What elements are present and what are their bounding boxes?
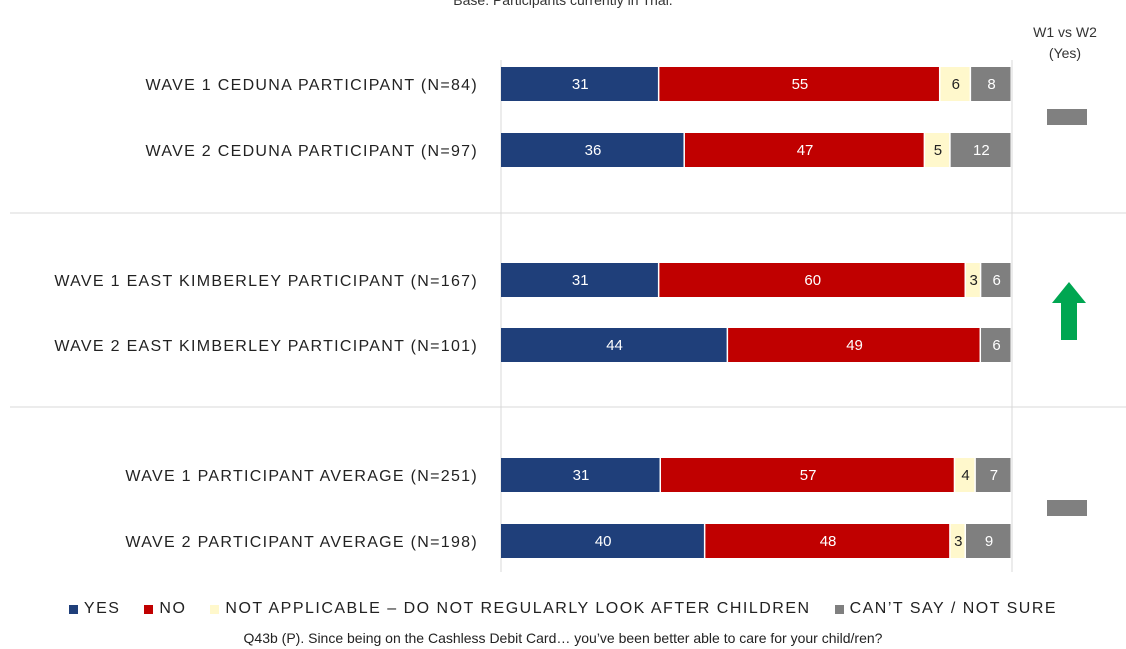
bar-segment-not-applicable (950, 524, 965, 558)
bar-value-label-yes: 31 (572, 76, 589, 93)
bar-value-label-cant-say: 7 (990, 467, 998, 484)
grey-dash-icon (1047, 109, 1087, 125)
bar-segment-no (659, 263, 965, 297)
green-up-arrow-icon (1052, 282, 1086, 340)
legend-swatch-yes (68, 604, 78, 614)
bar-segment-cant-say (966, 524, 1011, 558)
chart-subtitle: Base: Participants currently in Trial. (453, 0, 673, 8)
bar-segment-no (705, 524, 950, 558)
question-text: Q43b (P). Since being on the Cashless De… (243, 630, 883, 646)
bar-value-label-not-applicable: 3 (954, 533, 962, 550)
bar-value-label-cant-say: 9 (985, 533, 993, 550)
bar-value-label-cant-say: 6 (992, 337, 1000, 354)
bar-segment-yes (501, 67, 658, 101)
bar-value-label-yes: 40 (595, 533, 612, 550)
chart-legend: YES NO NOT APPLICABLE – DO NOT REGULARLY… (0, 600, 1126, 618)
legend-label-cant-say: CAN’T SAY / NOT SURE (849, 600, 1058, 617)
bar-value-label-not-applicable: 3 (970, 272, 978, 289)
legend-label-not-applicable: NOT APPLICABLE – DO NOT REGULARLY LOOK A… (225, 600, 811, 617)
bar-value-label-yes: 31 (573, 467, 590, 484)
bar-value-label-yes: 36 (585, 142, 602, 159)
bar-value-label-cant-say: 8 (987, 76, 995, 93)
bar-segment-cant-say (975, 458, 1011, 492)
bar-value-label-yes: 31 (572, 272, 589, 289)
category-label: WAVE 2 CEDUNA PARTICIPANT (N=97) (146, 143, 478, 160)
legend-item-not-applicable: NOT APPLICABLE – DO NOT REGULARLY LOOK A… (210, 600, 810, 618)
legend-swatch-no (144, 604, 154, 614)
bar-segment-not-applicable (966, 263, 980, 297)
bar-segment-no (684, 133, 924, 167)
bar-segment-yes (501, 328, 727, 362)
bar-value-label-not-applicable: 5 (934, 142, 942, 159)
bar-segment-yes (501, 263, 658, 297)
category-label: WAVE 2 EAST KIMBERLEY PARTICIPANT (N=101… (54, 338, 478, 355)
legend-swatch-cant-say (834, 604, 844, 614)
comparison-header-line1: W1 vs W2 (1033, 24, 1097, 40)
legend-swatch-not-applicable (210, 604, 220, 614)
bar-segment-yes (501, 524, 704, 558)
bar-segment-no (661, 458, 954, 492)
bar-value-label-yes: 44 (606, 337, 623, 354)
bar-value-label-no: 48 (820, 533, 837, 550)
bar-value-label-no: 60 (804, 272, 821, 289)
bar-segment-cant-say (950, 133, 1011, 167)
bar-value-label-no: 47 (797, 142, 814, 159)
bar-segment-not-applicable (955, 458, 975, 492)
bar-segment-not-applicable (925, 133, 950, 167)
category-label: WAVE 1 CEDUNA PARTICIPANT (N=84) (146, 77, 478, 94)
bar-segment-cant-say (971, 67, 1011, 101)
grey-dash-icon (1047, 500, 1087, 516)
category-label: WAVE 1 EAST KIMBERLEY PARTICIPANT (N=167… (54, 273, 478, 290)
stacked-bar-chart: WAVE 1 CEDUNA PARTICIPANT (N=84) 31 55 6 8 WA… (10, 60, 1126, 572)
bar-segment-no (728, 328, 980, 362)
bar-value-label-no: 57 (800, 467, 817, 484)
bar-value-label-no: 55 (792, 76, 809, 93)
bar-value-label-cant-say: 6 (992, 272, 1000, 289)
bar-segment-cant-say (981, 263, 1011, 297)
bar-value-label-no: 49 (846, 337, 863, 354)
bar-segment-cant-say (981, 328, 1011, 362)
bar-segment-no (659, 67, 939, 101)
bar-value-label-not-applicable: 4 (961, 467, 969, 484)
category-label: WAVE 1 PARTICIPANT AVERAGE (N=251) (125, 468, 478, 485)
legend-label-yes: YES (83, 600, 121, 617)
bar-segment-yes (501, 458, 660, 492)
bar-value-label-not-applicable: 6 (952, 76, 960, 93)
legend-label-no: NO (159, 600, 187, 617)
bar-segment-not-applicable (940, 67, 970, 101)
legend-item-no: NO (144, 600, 186, 618)
legend-item-cant-say: CAN’T SAY / NOT SURE (834, 600, 1058, 618)
bar-segment-yes (501, 133, 684, 167)
bar-value-label-cant-say: 12 (973, 142, 990, 159)
comparison-header-line2: (Yes) (1048, 45, 1082, 61)
category-label: WAVE 2 PARTICIPANT AVERAGE (N=198) (125, 534, 478, 551)
legend-item-yes: YES (68, 600, 121, 618)
